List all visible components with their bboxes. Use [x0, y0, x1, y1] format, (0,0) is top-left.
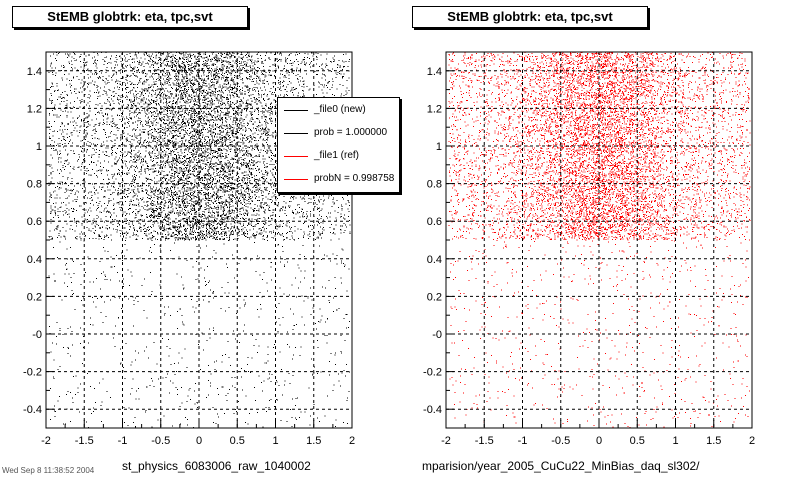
y-tick-label: 1.2	[427, 103, 442, 115]
y-tick-label: 1.4	[427, 66, 442, 78]
legend: _file0 (new) prob = 1.000000 _file1 (ref…	[277, 97, 400, 193]
x-tick-label: 1.5	[306, 435, 321, 447]
legend-entry-file0: _file0 (new)	[278, 100, 399, 120]
legend-entry-prob: prob = 1.000000	[278, 123, 399, 143]
left-plot-panel: StEMB globtrk: eta, tpc,svt -2 -1.5 -1 -0.5…	[12, 6, 400, 473]
x-tick-label: -1.5	[75, 435, 94, 447]
y-tick-label: -0.4	[23, 404, 42, 416]
x-tick-label: 0.5	[630, 435, 645, 447]
y-tick-label: 0.4	[27, 254, 42, 266]
legend-swatch	[284, 110, 308, 111]
x-tick-label: -1	[118, 435, 128, 447]
legend-label: prob = 1.000000	[314, 127, 388, 138]
y-tick-label: -0	[32, 329, 42, 341]
y-tick-label: 0.6	[427, 216, 442, 228]
y-tick-label: 0.2	[27, 291, 42, 303]
y-tick-label: 1	[436, 141, 442, 153]
x-tick-label: -0.5	[551, 435, 570, 447]
legend-swatch	[284, 179, 308, 180]
left-x-axis-title: st_physics_6083006_raw_1040002	[122, 459, 311, 473]
x-tick-label: 2	[349, 435, 355, 447]
legend-label: _file0 (new)	[314, 104, 366, 115]
x-tick-label: -2	[441, 435, 451, 447]
x-tick-label: -0.5	[151, 435, 170, 447]
y-tick-label: 1.4	[27, 66, 42, 78]
y-tick-label: 0.8	[427, 179, 442, 191]
x-tick-label: -1	[518, 435, 528, 447]
footer-timestamp: Wed Sep 8 11:38:52 2004	[2, 466, 95, 475]
right-plot-panel: StEMB globtrk: eta, tpc,svt -2 -1.5 -1 -0.5…	[400, 0, 800, 480]
y-tick-label: -0.4	[423, 404, 442, 416]
legend-label: probN = 0.998758	[314, 173, 395, 184]
legend-entry-probN: probN = 0.998758	[278, 169, 399, 189]
x-tick-label: 0	[196, 435, 202, 447]
legend-entry-file1: _file1 (ref)	[278, 146, 399, 166]
left-plot-title: StEMB globtrk: eta, tpc,svt	[12, 6, 248, 28]
y-tick-label: 1	[36, 141, 42, 153]
right-plot-title: StEMB globtrk: eta, tpc,svt	[412, 6, 648, 28]
x-tick-label: -2	[41, 435, 51, 447]
y-tick-label: 1.2	[27, 103, 42, 115]
x-tick-label: 2	[749, 435, 755, 447]
y-tick-label: 0.8	[27, 179, 42, 191]
y-tick-label: 0.4	[427, 254, 442, 266]
y-tick-label: -0	[432, 329, 442, 341]
x-tick-label: 0	[596, 435, 602, 447]
x-tick-label: 1	[672, 435, 678, 447]
right-scatter-plot: -2 -1.5 -1 -0.5 0 0.5 1 1.5 2 -0.4 -0.2 -0 0.2 0.4 0.6…	[423, 51, 755, 447]
y-tick-label: 0.6	[27, 216, 42, 228]
x-tick-label: 1.5	[706, 435, 721, 447]
legend-label: _file1 (ref)	[314, 150, 360, 161]
x-tick-label: 0.5	[230, 435, 245, 447]
legend-swatch	[284, 133, 308, 134]
y-tick-label: -0.2	[23, 367, 42, 379]
y-tick-label: -0.2	[423, 367, 442, 379]
scatter-points	[448, 51, 751, 429]
left-scatter-plot: -2 -1.5 -1 -0.5 0 0.5 1 1.5 2 -0.4 -0.2 -0 0.2 0.4 0.6…	[23, 51, 355, 447]
x-tick-label: -1.5	[475, 435, 494, 447]
x-tick-label: 1	[272, 435, 278, 447]
legend-swatch	[284, 156, 308, 157]
right-x-axis-title: mparision/year_2005_CuCu22_MinBias_daq_s…	[422, 459, 700, 473]
scatter-points	[48, 51, 351, 429]
y-tick-label: 0.2	[427, 291, 442, 303]
